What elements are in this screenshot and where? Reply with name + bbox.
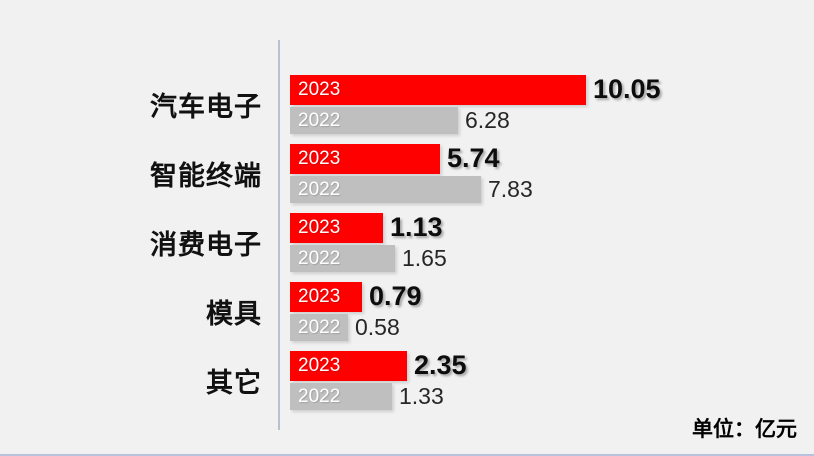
value-label-2022: 0.58 — [355, 314, 400, 340]
bar-line-2023: 2023 0.79 — [290, 281, 422, 312]
bar-group: 模具 2023 0.79 2022 0.58 — [0, 281, 814, 341]
bar-2023: 2023 — [290, 143, 440, 174]
bar-2022: 2022 — [290, 107, 458, 134]
value-label-2022: 6.28 — [465, 107, 510, 133]
category-label: 模具 — [206, 298, 262, 329]
bar-year-label: 2023 — [298, 355, 341, 376]
bar-year-label: 2022 — [298, 110, 341, 131]
bar-line-2023: 2023 10.05 — [290, 74, 661, 105]
bar-group: 汽车电子 2023 10.05 2022 6.28 — [0, 74, 814, 134]
bar-year-label: 2023 — [298, 148, 341, 169]
value-label-2022: 1.33 — [399, 383, 444, 409]
bar-line-2022: 2022 1.65 — [290, 245, 447, 272]
bar-line-2022: 2022 6.28 — [290, 107, 661, 134]
bar-group: 消费电子 2023 1.13 2022 1.65 — [0, 212, 814, 272]
category-label: 汽车电子 — [150, 91, 262, 122]
category-label: 消费电子 — [150, 229, 262, 260]
unit-label: 单位：亿元 — [692, 418, 797, 441]
bar-group: 其它 2023 2.35 2022 1.33 — [0, 350, 814, 410]
bar-year-label: 2022 — [298, 317, 341, 338]
bar-year-label: 2023 — [298, 217, 341, 238]
bar-2022: 2022 — [290, 245, 395, 272]
bar-line-2022: 2022 7.83 — [290, 176, 533, 203]
bar-year-label: 2023 — [298, 79, 341, 100]
bar-group: 智能终端 2023 5.74 2022 7.83 — [0, 143, 814, 203]
value-label-2023: 2.35 — [414, 350, 467, 380]
bar-line-2023: 2023 1.13 — [290, 212, 447, 243]
value-label-2022: 1.65 — [402, 245, 447, 271]
value-label-2023: 0.79 — [369, 281, 422, 311]
bar-2022: 2022 — [290, 383, 392, 410]
bar-2023: 2023 — [290, 212, 383, 243]
bar-year-label: 2022 — [298, 179, 341, 200]
bar-pair: 2023 5.74 2022 7.83 — [290, 143, 533, 203]
category-label: 智能终端 — [150, 160, 262, 191]
bar-pair: 2023 1.13 2022 1.65 — [290, 212, 447, 272]
bar-line-2022: 2022 1.33 — [290, 383, 467, 410]
bar-2022: 2022 — [290, 314, 348, 341]
value-label-2022: 7.83 — [488, 176, 533, 202]
bar-line-2023: 2023 5.74 — [290, 143, 533, 174]
bottom-divider — [0, 454, 814, 456]
bar-year-label: 2022 — [298, 248, 341, 269]
category-label: 其它 — [206, 367, 262, 398]
bar-year-label: 2023 — [298, 286, 341, 307]
bar-line-2023: 2023 2.35 — [290, 350, 467, 381]
value-label-2023: 5.74 — [447, 143, 500, 173]
bar-2023: 2023 — [290, 281, 362, 312]
bar-pair: 2023 0.79 2022 0.58 — [290, 281, 422, 341]
bar-2023: 2023 — [290, 74, 586, 105]
vertical-axis-line — [278, 40, 280, 430]
bar-2022: 2022 — [290, 176, 481, 203]
bar-pair: 2023 10.05 2022 6.28 — [290, 74, 661, 134]
value-label-2023: 1.13 — [390, 212, 443, 242]
value-label-2023: 10.05 — [593, 74, 661, 104]
bar-2023: 2023 — [290, 350, 407, 381]
bar-pair: 2023 2.35 2022 1.33 — [290, 350, 467, 410]
bar-line-2022: 2022 0.58 — [290, 314, 422, 341]
bar-year-label: 2022 — [298, 386, 341, 407]
chart-groups: 汽车电子 2023 10.05 2022 6.28 智能终端 2023 — [0, 74, 814, 410]
